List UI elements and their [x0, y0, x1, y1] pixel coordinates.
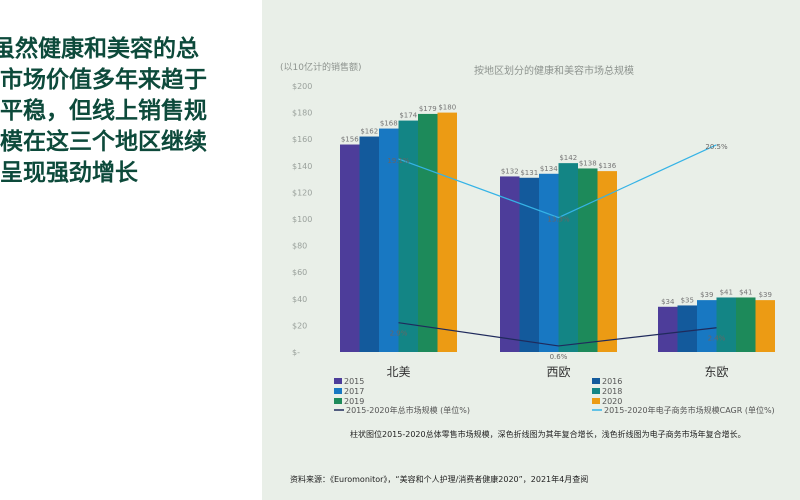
legend-label: 2015-2020年电子商务市场规模CAGR (单位%)	[604, 405, 775, 415]
bar-value-label: $142	[559, 154, 577, 162]
y-tick-label: $200	[292, 82, 312, 91]
bar-value-label: $179	[419, 105, 437, 113]
line-value-label: 2.4%	[708, 335, 726, 343]
legend-label: 2017	[344, 387, 364, 396]
chart-note: 柱状图位2015-2020总体零售市场规模，深色折线图为其年复合增长，浅色折线图…	[350, 429, 746, 439]
legend-label: 2019	[344, 397, 364, 406]
y-unit-label: (以10亿计的销售额)	[280, 61, 361, 73]
bar-value-label: $35	[681, 296, 694, 304]
headline: 虽然健康和美容的总 市场价值多年来趋于 平稳，但线上销售规 模在这三个地区继续 …	[0, 36, 207, 186]
bar	[658, 306, 678, 352]
legend-label: 2015	[344, 377, 364, 386]
bar	[677, 305, 697, 352]
bar	[340, 144, 360, 352]
legend-label: 2020	[602, 397, 622, 406]
legend-swatch	[334, 398, 342, 404]
y-tick-label: $20	[292, 321, 307, 330]
bar-value-label: $168	[380, 120, 398, 128]
legend-label: 2015-2020年总市场规模 (单位%)	[346, 405, 470, 415]
y-tick-label: $180	[292, 109, 312, 118]
y-tick-label: $-	[292, 348, 300, 357]
bar-value-label: $138	[579, 159, 597, 167]
category-label: 北美	[386, 365, 410, 379]
line-value-label: 19.1%	[387, 157, 410, 165]
chart-title: 按地区划分的健康和美容市场总规模	[474, 64, 634, 77]
y-tick-label: $80	[292, 242, 307, 251]
legend-swatch	[334, 378, 342, 384]
bar	[359, 136, 379, 352]
legend-swatch	[592, 388, 600, 394]
bar-value-label: $39	[759, 291, 772, 299]
line-value-label: 2.9%	[390, 330, 408, 338]
bar	[558, 163, 578, 352]
bar	[398, 120, 418, 352]
bar	[755, 300, 775, 352]
line-value-label: 20.5%	[705, 143, 728, 151]
line-value-label: 13.3%	[547, 216, 570, 224]
y-tick-label: $40	[292, 295, 307, 304]
bar	[597, 171, 617, 352]
bar	[697, 300, 717, 352]
bar-value-label: $174	[399, 112, 417, 120]
category-label: 东欧	[704, 365, 728, 379]
bar	[418, 113, 438, 353]
bar-value-label: $180	[438, 104, 456, 112]
legend-label: 2018	[602, 387, 622, 396]
bar	[539, 173, 559, 352]
bar-value-label: $162	[360, 128, 378, 136]
legend-swatch	[592, 398, 600, 404]
y-tick-label: $160	[292, 135, 312, 144]
legend-swatch	[592, 378, 600, 384]
bar-value-label: $41	[720, 288, 733, 296]
bar	[379, 128, 399, 352]
category-label: 西欧	[546, 365, 570, 379]
bar-value-label: $132	[501, 167, 519, 175]
bar-value-label: $156	[341, 136, 359, 144]
bar	[578, 168, 598, 352]
series-line	[398, 322, 717, 347]
legend-swatch	[334, 388, 342, 394]
bar-value-label: $136	[598, 162, 616, 170]
bar-value-label: $34	[661, 298, 675, 306]
bar	[519, 177, 539, 352]
line-value-label: 0.6%	[550, 353, 568, 361]
y-tick-label: $140	[292, 162, 312, 171]
chart: (以10亿计的销售额) 按地区划分的健康和美容市场总规模 $- $20 $40 $60 $8…	[280, 61, 775, 484]
bar	[500, 176, 520, 352]
bar-value-label: $134	[540, 165, 558, 173]
legend-label: 2016	[602, 377, 622, 386]
bar-value-label: $41	[739, 288, 752, 296]
y-tick-label: $120	[292, 188, 312, 197]
source-note: 资料来源：《Euromonitor》，“美容和个人护理/消费者健康2020”，2…	[290, 474, 588, 484]
chart-panel: (以10亿计的销售额) 按地区划分的健康和美容市场总规模 $- $20 $40 $60 $8…	[262, 0, 800, 500]
bar	[437, 112, 457, 352]
y-tick-label: $60	[292, 268, 307, 277]
bar	[736, 297, 756, 352]
series-line	[398, 144, 717, 219]
left-panel: 虽然健康和美容的总 市场价值多年来趋于 平稳，但线上销售规 模在这三个地区继续 …	[0, 0, 262, 500]
bar	[716, 297, 736, 352]
y-tick-label: $100	[292, 215, 312, 224]
bar-value-label: $131	[520, 169, 538, 177]
bar-value-label: $39	[700, 291, 713, 299]
